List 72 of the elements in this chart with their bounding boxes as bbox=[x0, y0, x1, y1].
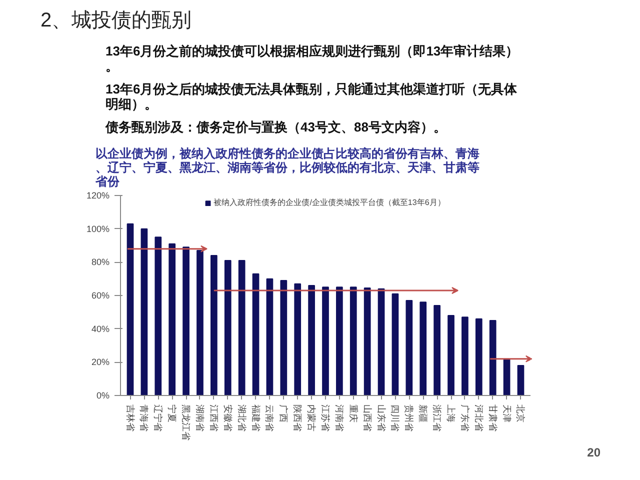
bar bbox=[238, 260, 246, 396]
bar bbox=[280, 280, 288, 396]
bar bbox=[182, 246, 190, 396]
x-tick-label: 天津 bbox=[502, 404, 512, 422]
y-tick-label: 40% bbox=[91, 324, 110, 334]
bar bbox=[350, 286, 357, 396]
bar bbox=[434, 305, 440, 396]
bar bbox=[126, 223, 134, 396]
text: 债务甄别涉及：债务定价与置换（43号文、88号文内容）。 bbox=[104, 120, 446, 134]
bar bbox=[308, 285, 315, 396]
x-tick-label: 云南省 bbox=[264, 404, 275, 432]
x-tick-label: 青海省 bbox=[139, 404, 150, 432]
legend-label: 被纳入政府性债务的企业债/企业债类城投平台债（截至13年6月） bbox=[214, 197, 446, 208]
bar bbox=[364, 288, 371, 396]
bar bbox=[406, 300, 413, 396]
bar bbox=[462, 316, 468, 396]
x-tick-label: 吉林省 bbox=[125, 404, 136, 432]
y-tick-label: 0% bbox=[96, 390, 110, 400]
x-tick-label: 安徽省 bbox=[222, 404, 233, 432]
bar bbox=[336, 286, 343, 396]
text: 13年6月份之前的城投债可以根据相应规则进行甄别（即13年审计结果）。 bbox=[106, 44, 519, 74]
x-tick-label: 北京 bbox=[516, 404, 526, 422]
x-tick-label: 四川省 bbox=[390, 404, 400, 432]
x-tick-label: 山西省 bbox=[362, 404, 372, 432]
bar bbox=[210, 255, 218, 396]
x-tick-label: 内蒙古 bbox=[306, 404, 317, 432]
x-tick-label: 江苏省 bbox=[320, 404, 330, 432]
x-tick-label: 浙江省 bbox=[432, 404, 442, 432]
bar bbox=[420, 302, 427, 396]
bar bbox=[168, 243, 176, 396]
bar bbox=[154, 236, 162, 396]
x-tick-label: 湖南省 bbox=[194, 404, 205, 432]
x-tick-label: 陕西省 bbox=[292, 404, 303, 432]
y-tick-label: 80% bbox=[91, 257, 110, 268]
x-tick-label: 广西 bbox=[278, 404, 289, 422]
y-tick-label: 20% bbox=[91, 357, 110, 368]
bar bbox=[475, 318, 482, 396]
text: 20 bbox=[587, 446, 601, 460]
x-tick-label: 江西省 bbox=[208, 404, 219, 432]
x-tick-label: 重庆 bbox=[348, 404, 358, 422]
x-tick-label: 黑龙江省 bbox=[181, 404, 192, 440]
y-tick-label: 120% bbox=[86, 190, 110, 200]
x-tick-label: 新疆 bbox=[418, 404, 428, 422]
bar bbox=[140, 228, 148, 396]
y-tick-label: 60% bbox=[91, 290, 110, 300]
bar bbox=[503, 358, 510, 396]
x-tick-label: 福建省 bbox=[250, 404, 261, 432]
x-tick-label: 上海 bbox=[446, 404, 456, 422]
bar bbox=[252, 273, 260, 396]
bar bbox=[224, 260, 232, 396]
bar bbox=[448, 315, 454, 396]
x-tick-label: 河南省 bbox=[334, 404, 344, 432]
x-tick-label: 甘肃省 bbox=[488, 404, 498, 432]
x-tick-label: 贵州省 bbox=[404, 404, 414, 432]
x-tick-label: 河北省 bbox=[474, 404, 484, 432]
x-tick-label: 广东省 bbox=[460, 404, 470, 432]
chart-title: 2、城投债的甄别 bbox=[40, 10, 192, 32]
x-tick-label: 山东省 bbox=[376, 404, 386, 432]
bar bbox=[378, 288, 385, 396]
y-tick-label: 100% bbox=[86, 224, 110, 234]
x-tick-label: 辽宁省 bbox=[153, 404, 164, 432]
bar bbox=[196, 250, 204, 396]
bar bbox=[517, 365, 524, 396]
bar bbox=[322, 286, 329, 396]
text: 13年6月份之后的城投债无法具体甄别，只能通过其他渠道打听（无具体明细）。 bbox=[106, 82, 518, 112]
bar bbox=[266, 278, 274, 396]
x-tick-label: 宁夏 bbox=[167, 404, 178, 422]
x-tick-label: 湖北省 bbox=[236, 404, 247, 432]
chart-subtitle: 以企业债为例，被纳入政府性债务的企业债占比较高的省份有吉林、青海、辽宁、宁夏、黑龙江、湖南等省份，比例较低的有北京、天津、甘肃等省份 bbox=[94, 146, 480, 188]
bar bbox=[489, 320, 496, 396]
bar bbox=[392, 293, 399, 396]
bar bbox=[294, 283, 302, 396]
